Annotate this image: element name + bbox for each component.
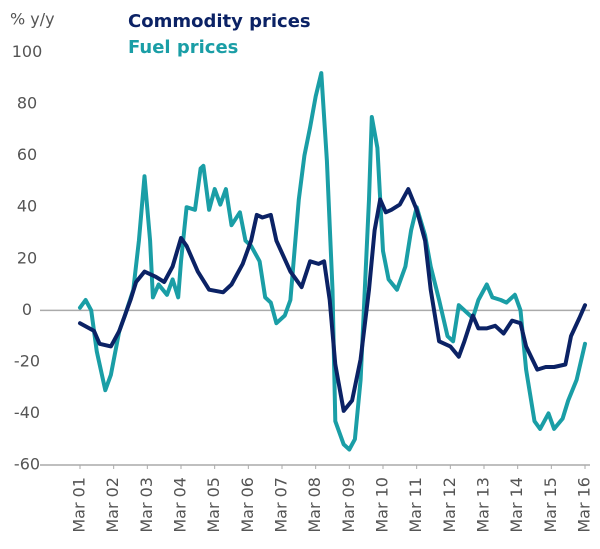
y-tick-label: -60 [14,455,40,474]
x-tick-label: Mar 14 [507,477,526,533]
y-tick-label: 0 [22,300,32,319]
x-tick-label: Mar 07 [272,477,291,533]
y-tick-label: 80 [17,94,37,113]
y-axis-label: % y/y [10,10,55,29]
x-tick-label: Mar 06 [238,477,257,533]
y-tick-label: 60 [17,145,37,164]
y-tick-label: -40 [14,403,40,422]
x-tick-label: Mar 01 [70,477,89,533]
y-tick-label: 40 [17,197,37,216]
x-tick-label: Mar 15 [541,477,560,533]
line [78,71,587,452]
x-tick-label: Mar 13 [474,477,493,533]
x-tick-label: Mar 03 [137,477,156,533]
legend-entry: Commodity prices [128,11,311,32]
x-tick-label: Mar 02 [103,477,122,533]
x-tick-label: Mar 12 [440,477,459,533]
x-tick-label: Mar 04 [171,477,190,533]
y-tick-label: -20 [14,351,40,370]
x-tick-label: Mar 05 [204,477,223,533]
x-tick-label: Mar 11 [406,477,425,533]
y-tick-label: 20 [17,248,37,267]
line [78,187,587,413]
x-tick-label: Mar 10 [373,477,392,533]
legend-entry: Fuel prices [128,37,238,58]
y-tick-label: 100 [12,42,43,61]
x-tick-label: Mar 08 [305,477,324,533]
x-tick-label: Mar 09 [339,477,358,533]
x-tick-label: Mar 16 [575,477,594,533]
